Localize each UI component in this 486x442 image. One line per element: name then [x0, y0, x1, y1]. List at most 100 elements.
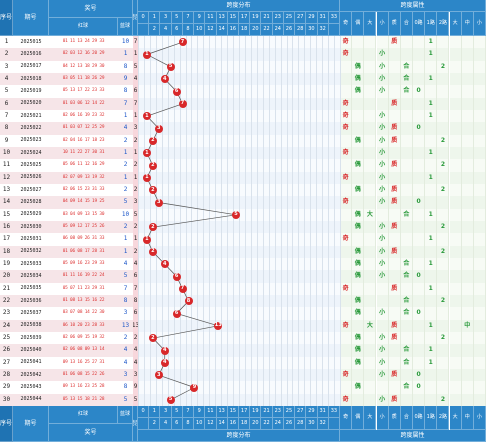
span-ball-marker: 2 — [148, 136, 157, 145]
attr-cell — [461, 60, 474, 73]
attr-cell — [413, 208, 426, 221]
top-dist-number: 15 — [227, 12, 239, 24]
row-issue: 2025030 — [13, 221, 49, 234]
row-seq: 19 — [0, 258, 13, 271]
attr-cell: 小 — [376, 270, 389, 283]
attr-cell — [352, 122, 365, 135]
attr-cell — [437, 369, 450, 382]
attr-cell — [473, 97, 486, 110]
attr-cell — [461, 282, 474, 295]
attr-cell — [473, 36, 486, 49]
attr-cell: 小 — [376, 356, 389, 369]
attr-cell — [352, 369, 365, 382]
row-issue: 2025018 — [13, 73, 49, 86]
attr-cell — [364, 221, 377, 234]
attr-cell: 奇 — [340, 147, 353, 160]
attr-cell: 偶 — [352, 60, 365, 73]
grid-line — [143, 36, 145, 406]
span-ball-marker: 8 — [184, 297, 193, 306]
row-red-balls: 02 04 16 17 18 23 — [49, 134, 118, 147]
top-attr-col: 中 — [461, 12, 474, 36]
attr-cell: 偶 — [352, 73, 365, 86]
attr-cell — [413, 184, 426, 197]
row-span: 6 — [133, 307, 138, 320]
attr-cell — [449, 307, 462, 320]
row-blue-ball: 1 — [118, 233, 133, 246]
top-attr-col: 0路 — [413, 12, 426, 36]
row-blue-ball: 5 — [118, 196, 133, 209]
row-issue: 2025022 — [13, 122, 49, 135]
row-red-balls: 02 06 08 09 13 14 — [49, 344, 118, 357]
attr-cell: 偶 — [352, 245, 365, 258]
attr-cell — [364, 356, 377, 369]
row-red-balls: 05 13 17 22 23 33 — [49, 85, 118, 98]
attr-cell: 2 — [437, 245, 450, 258]
attr-cell: 质 — [388, 369, 401, 382]
attr-cell — [425, 295, 438, 308]
row-red-balls: 01 08 13 15 16 22 — [49, 295, 118, 308]
bottom-dist-number: 32 — [317, 418, 329, 430]
attr-cell — [461, 134, 474, 147]
row-red-balls: 01 06 08 17 28 31 — [49, 245, 118, 258]
row-seq: 17 — [0, 233, 13, 246]
bottom-header-blue: 蓝球 — [118, 406, 133, 424]
row-span: 2 — [133, 134, 138, 147]
row-span: 13 — [133, 319, 138, 332]
attr-cell: 2 — [437, 295, 450, 308]
attr-cell: 质 — [388, 122, 401, 135]
bottom-dist-number: 24 — [272, 418, 284, 430]
row-red-balls: 06 10 20 23 28 33 — [49, 319, 118, 332]
bottom-dist-number: 16 — [227, 418, 239, 430]
bottom-attr-col: 小 — [473, 406, 486, 430]
attr-cell — [388, 147, 401, 160]
row-span: 3 — [133, 369, 138, 382]
top-dist-number: 24 — [272, 24, 284, 36]
attr-cell: 小 — [376, 344, 389, 357]
row-issue: 2025033 — [13, 258, 49, 271]
attr-cell — [473, 171, 486, 184]
bottom-dist-number — [138, 418, 150, 430]
top-dist-number: 32 — [317, 24, 329, 36]
grid-line — [250, 36, 252, 406]
row-issue: 2025037 — [13, 307, 49, 320]
row-red-balls: 05 09 16 23 29 33 — [49, 258, 118, 271]
attr-cell — [449, 147, 462, 160]
attr-cell: 偶 — [352, 221, 365, 234]
span-ball-marker: 2 — [148, 223, 157, 232]
span-ball-marker: 2 — [148, 247, 157, 256]
attr-cell — [437, 307, 450, 320]
attr-cell — [388, 381, 401, 394]
attr-cell: 合 — [400, 307, 413, 320]
span-ball-marker: 3 — [154, 124, 163, 133]
bottom-dist-number: 8 — [182, 418, 195, 430]
attr-cell: 小 — [376, 60, 389, 73]
attr-cell — [388, 60, 401, 73]
attr-cell — [437, 36, 450, 49]
attr-cell — [376, 208, 389, 221]
bottom-attr-col: 1路 — [425, 406, 438, 430]
row-blue-ball: 1 — [118, 171, 133, 184]
attr-cell — [400, 171, 413, 184]
span-ball-marker: 6 — [172, 87, 181, 96]
top-attr-col: 小 — [473, 12, 486, 36]
attr-cell — [437, 196, 450, 209]
attr-cell — [364, 73, 377, 86]
top-dist-number: 28 — [295, 24, 307, 36]
bottom-attr-col: 0路 — [413, 406, 426, 430]
attr-cell: 质 — [388, 393, 401, 406]
row-red-balls: 05 07 11 23 29 31 — [49, 282, 118, 295]
attr-cell: 质 — [388, 134, 401, 147]
row-issue: 2025041 — [13, 356, 49, 369]
grid-line — [203, 36, 205, 406]
attr-cell — [425, 60, 438, 73]
bottom-dist-number: 26 — [283, 418, 296, 430]
attr-cell — [340, 245, 353, 258]
bottom-attr-col: 大 — [449, 406, 462, 430]
row-red-balls: 03 07 08 14 22 30 — [49, 307, 118, 320]
attr-cell — [473, 356, 486, 369]
top-header-prize: 奖号 — [49, 0, 133, 18]
row-seq: 29 — [0, 381, 13, 394]
row-span: 4 — [133, 73, 138, 86]
top-dist-number: 22 — [261, 24, 273, 36]
row-red-balls: 04 09 14 15 19 25 — [49, 196, 118, 209]
